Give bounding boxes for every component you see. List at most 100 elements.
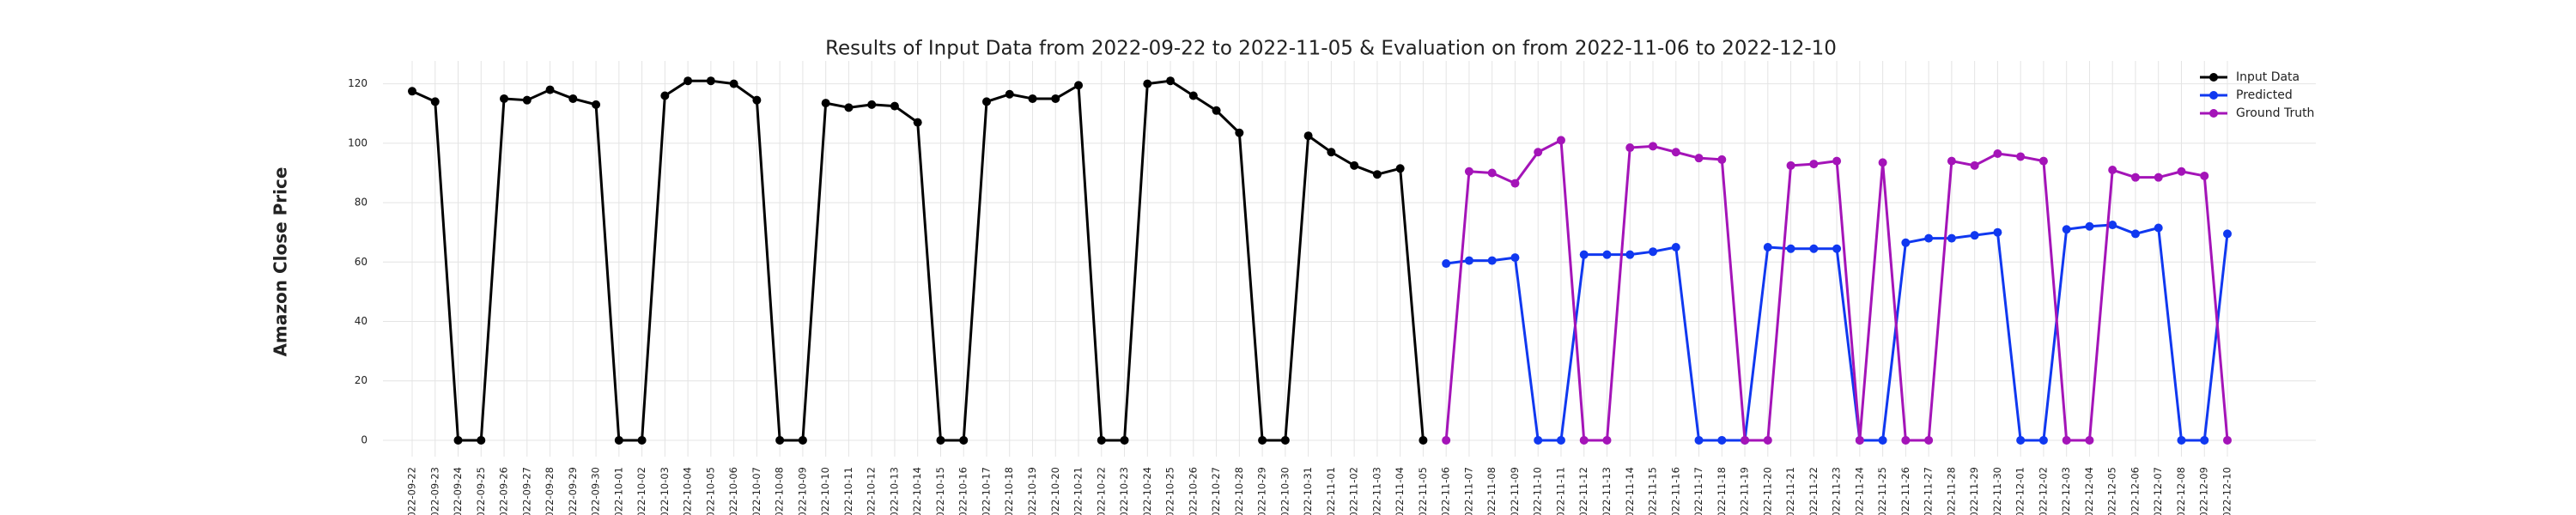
data-point: [2108, 166, 2117, 175]
data-point: [1649, 247, 1658, 257]
data-point: [729, 79, 738, 88]
data-point: [867, 100, 877, 109]
x-tick-label: 2022-12-05: [2106, 467, 2118, 515]
x-tick-label: 2022-11-15: [1647, 467, 1659, 515]
x-tick-label: 2022-11-08: [1485, 467, 1498, 515]
x-tick-label: 2022-10-03: [659, 467, 671, 515]
x-tick-label: 2022-10-13: [888, 467, 900, 515]
y-tick-label: 20: [355, 374, 368, 386]
x-tick-label: 2022-10-01: [612, 467, 624, 515]
x-tick-label: 2022-11-17: [1692, 467, 1704, 515]
data-point: [1303, 131, 1313, 141]
data-point: [2038, 435, 2048, 445]
x-tick-label: 2022-11-28: [1945, 467, 1957, 515]
x-tick-label: 2022-11-04: [1394, 467, 1406, 515]
x-tick-label: 2022-10-18: [1003, 467, 1015, 515]
x-tick-label: 2022-11-20: [1761, 467, 1773, 515]
data-point: [1235, 128, 1244, 137]
x-tick-label: 2022-12-06: [2129, 467, 2141, 515]
data-point: [1442, 259, 1451, 269]
data-point: [1832, 156, 1842, 166]
data-point: [1487, 168, 1497, 178]
data-point: [500, 94, 509, 103]
data-point: [2130, 173, 2140, 182]
data-point: [890, 101, 899, 111]
data-point: [1534, 148, 1543, 157]
data-point: [1741, 435, 1750, 445]
legend-marker: [2209, 109, 2218, 118]
data-point: [1188, 91, 1198, 100]
data-point: [683, 76, 693, 86]
x-tick-label: 2022-12-07: [2152, 467, 2164, 515]
data-point: [1694, 154, 1704, 163]
x-tick-label: 2022-12-10: [2221, 467, 2233, 515]
data-point: [1258, 435, 1267, 445]
data-point: [913, 118, 922, 127]
data-point: [2223, 435, 2232, 445]
data-point: [660, 91, 670, 100]
data-point: [545, 85, 555, 94]
x-tick-label: 2022-11-26: [1899, 467, 1911, 515]
data-point: [1556, 435, 1565, 445]
data-point: [637, 435, 647, 445]
x-tick-label: 2022-10-17: [980, 467, 992, 515]
data-point: [1097, 435, 1106, 445]
x-tick-label: 2022-10-24: [1141, 467, 1153, 515]
data-point: [1372, 170, 1382, 179]
data-point: [1602, 250, 1612, 259]
x-tick-label: 2022-11-03: [1370, 467, 1382, 515]
data-point: [1970, 231, 1979, 240]
data-point: [614, 435, 623, 445]
x-tick-label: 2022-10-14: [911, 467, 923, 515]
data-point: [2223, 229, 2232, 239]
x-tick-label: 2022-10-26: [1187, 467, 1199, 515]
data-point: [1625, 250, 1635, 259]
x-tick-label: 2022-09-25: [475, 467, 487, 515]
data-point: [821, 99, 830, 108]
x-tick-label: 2022-11-30: [1991, 467, 2003, 515]
x-tick-label: 2022-10-10: [819, 467, 831, 515]
data-point: [1993, 148, 2002, 158]
data-point: [1464, 256, 1473, 265]
x-tick-label: 2022-12-09: [2198, 467, 2210, 515]
x-tick-label: 2022-09-29: [567, 467, 579, 515]
data-point: [1763, 435, 1772, 445]
data-point: [1579, 435, 1589, 445]
x-tick-label: 2022-10-30: [1279, 467, 1291, 515]
data-point: [2062, 225, 2071, 234]
data-point: [592, 100, 601, 109]
x-tick-label: 2022-10-05: [704, 467, 716, 515]
x-tick-label: 2022-11-24: [1853, 467, 1865, 515]
data-point: [2130, 229, 2140, 239]
data-point: [1028, 94, 1037, 103]
x-tick-label: 2022-11-23: [1831, 467, 1843, 515]
x-tick-label: 2022-11-27: [1923, 467, 1935, 515]
data-point: [981, 97, 991, 106]
x-tick-label: 2022-12-01: [2014, 467, 2026, 515]
data-point: [1947, 233, 1956, 243]
x-tick-label: 2022-10-04: [682, 467, 694, 515]
data-point: [844, 103, 854, 112]
data-point: [1579, 250, 1589, 259]
data-point: [1878, 435, 1887, 445]
legend-marker: [2209, 73, 2218, 82]
x-tick-label: 2022-11-12: [1577, 467, 1589, 515]
x-tick-label: 2022-12-08: [2175, 467, 2187, 515]
data-point: [1855, 435, 1864, 445]
data-point: [1143, 79, 1152, 88]
data-point: [2085, 435, 2094, 445]
data-point: [1947, 156, 1956, 166]
data-point: [2038, 156, 2048, 166]
x-tick-label: 2022-10-25: [1164, 467, 1176, 515]
x-tick-label: 2022-10-02: [635, 467, 647, 515]
x-tick-label: 2022-09-26: [498, 467, 510, 515]
data-point: [1878, 158, 1887, 167]
x-tick-label: 2022-10-20: [1049, 467, 1061, 515]
y-tick-label: 80: [355, 197, 368, 209]
x-tick-label: 2022-10-19: [1026, 467, 1038, 515]
data-point: [1649, 142, 1658, 151]
x-tick-label: 2022-10-07: [750, 467, 762, 515]
data-point: [2016, 152, 2026, 161]
data-point: [775, 435, 785, 445]
data-point: [2177, 167, 2186, 176]
